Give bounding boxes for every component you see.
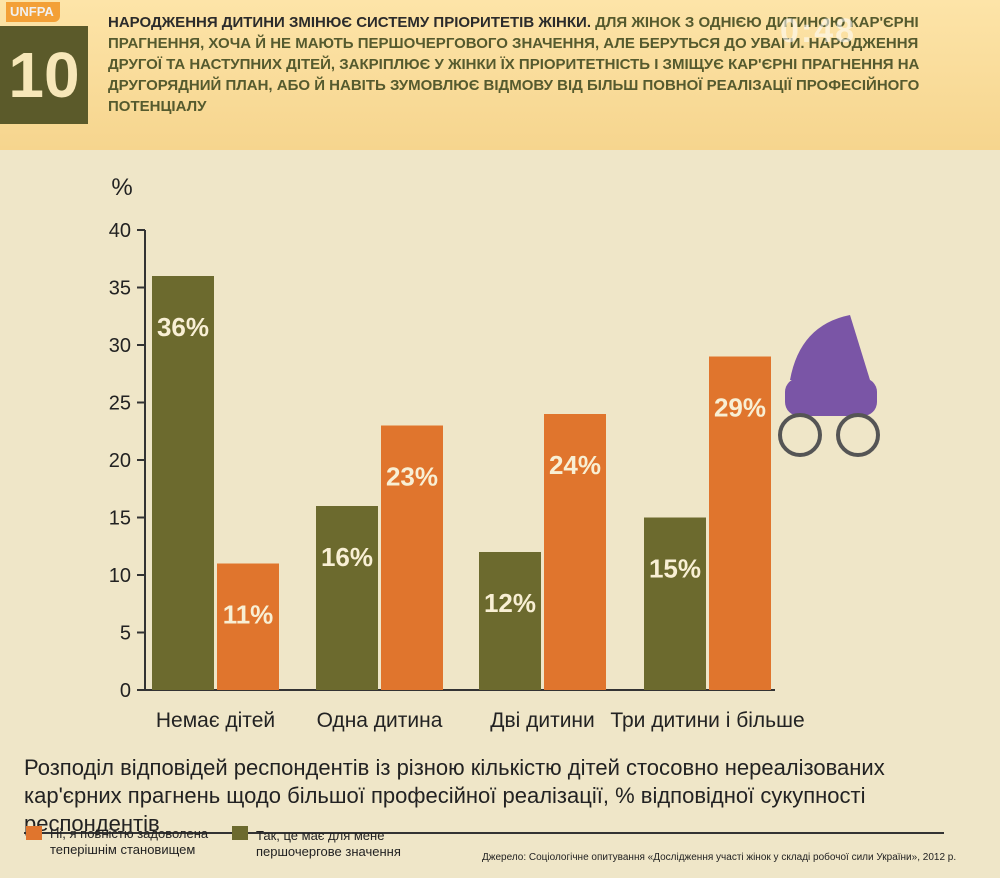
y-tick-label: 0 — [120, 680, 131, 702]
bar-value-label: 36% — [157, 312, 209, 342]
bar — [316, 506, 378, 690]
bar-chart: % 0 5 10 15 20 25 30 35 40 36% 11% Немає дітей 16% 23%… — [109, 174, 880, 732]
legend-swatch-yes — [232, 826, 248, 840]
legend-no-line1: Ні, я повністю задоволена — [50, 826, 209, 841]
legend-yes-line2: першочергове значення — [256, 844, 401, 859]
bar — [479, 552, 541, 690]
y-tick-label: 15 — [109, 508, 131, 530]
bar — [381, 425, 443, 690]
y-tick-label: 10 — [109, 565, 131, 587]
bar — [544, 414, 606, 690]
y-tick-label: 20 — [109, 450, 131, 472]
headline-body: Для жінок з однією дитиною кар'єрні праг… — [108, 14, 920, 115]
y-tick-label: 40 — [109, 220, 131, 242]
stroller-body-icon — [785, 378, 877, 416]
divider — [24, 832, 944, 834]
y-axis-label: % — [111, 174, 132, 201]
source-note: Джерело: Соціологічне опитування «Дослід… — [482, 852, 957, 863]
y-tick-label: 25 — [109, 393, 131, 415]
legend-yes-line1: Так, це має для мене — [256, 828, 385, 843]
legend-no-line2: теперішнім становищем — [50, 842, 196, 857]
y-tick-label: 35 — [109, 278, 131, 300]
figure-number: 10 — [0, 26, 88, 124]
legend-swatch-no — [26, 826, 42, 840]
bar-value-label: 15% — [649, 554, 701, 584]
stroller-hood-icon — [790, 315, 870, 380]
y-tick-label: 5 — [120, 623, 131, 645]
bar — [152, 276, 214, 690]
bar-value-label: 11% — [223, 600, 274, 630]
category-label: Немає дітей — [156, 709, 275, 732]
header-banner: UNFPA 10 Народження дитини змінює систем… — [0, 0, 1000, 150]
legend-item-no: Ні, я повністю задоволена теперішнім ста… — [50, 826, 208, 858]
bar-value-label: 12% — [484, 588, 536, 618]
stroller-wheel-icon — [778, 413, 822, 457]
headline-strong: Народження дитини змінює систему пріорит… — [108, 14, 591, 31]
bar-value-label: 23% — [386, 462, 438, 492]
category-label: Дві дитини — [490, 709, 595, 732]
bar-value-label: 29% — [714, 393, 766, 423]
category-label: Три дитини і більше — [610, 709, 804, 732]
unfpa-logo: UNFPA — [6, 2, 60, 22]
headline: Народження дитини змінює систему пріорит… — [108, 12, 958, 117]
bar-value-label: 16% — [321, 542, 373, 572]
chart-caption: Розподіл відповідей респондентів із різн… — [24, 755, 885, 836]
site-watermark: 0:48 — [780, 12, 857, 50]
y-tick-label: 30 — [109, 335, 131, 357]
bar — [644, 517, 706, 690]
category-label: Одна дитина — [317, 709, 443, 732]
legend-item-yes: Так, це має для мене першочергове значен… — [256, 828, 401, 860]
bar-value-label: 24% — [549, 450, 601, 480]
stroller-wheel-icon — [836, 413, 880, 457]
bar — [709, 356, 771, 690]
bar — [217, 563, 279, 690]
